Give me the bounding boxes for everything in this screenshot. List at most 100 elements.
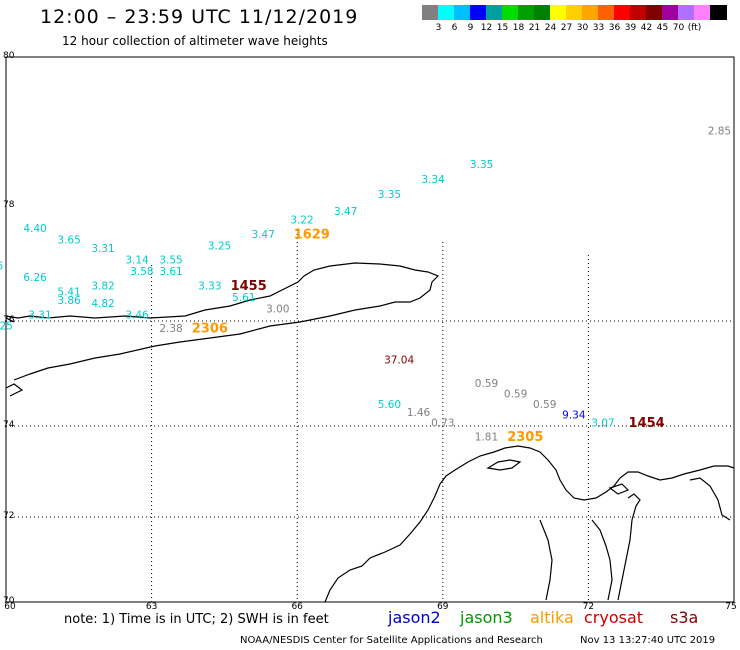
legend-label: 24 (544, 23, 557, 33)
legend-swatch (646, 5, 663, 20)
lat-label: 78 (3, 200, 15, 210)
legend-swatch (662, 5, 679, 20)
wave-height-label: 5.61 (232, 292, 255, 304)
wave-height-label: 9.34 (562, 410, 586, 422)
legend-label: 36 (608, 23, 621, 33)
legend-label: 18 (512, 23, 525, 33)
wave-height-label: 3.31 (91, 243, 114, 255)
lon-label: 69 (437, 602, 449, 612)
wave-height-label: 0.59 (504, 389, 527, 401)
legend-swatch (614, 5, 631, 20)
lat-label: 74 (3, 420, 15, 430)
map-frame (5, 56, 735, 603)
wave-height-label: 3.35 (378, 189, 401, 201)
page-title: 12:00 – 23:59 UTC 11/12/2019 (40, 6, 359, 28)
wave-height-label: 3.07 (591, 417, 614, 429)
wave-height-label: 0.59 (533, 399, 556, 411)
time-label: 2305 (507, 430, 543, 445)
color-legend: 3 6 9 12 15 18 21 24 27 30 33 36 39 42 45 70 (ft) (422, 5, 728, 35)
time-label: 2306 (192, 321, 228, 336)
wave-height-label: 4.40 (23, 223, 46, 235)
legend-swatch (518, 5, 535, 20)
wave-height-label: 3.86 (57, 295, 81, 307)
legend-swatch (710, 5, 727, 20)
wave-height-label: 1.46 (407, 407, 431, 419)
wave-height-label: 5.60 (378, 399, 401, 411)
wave-height-label: 3.31 (28, 309, 51, 321)
legend-swatch (598, 5, 615, 20)
wave-height-label: 1.81 (475, 431, 498, 443)
wave-height-label: 3.34 (421, 174, 445, 186)
graticule (6, 230, 734, 602)
wave-height-label: 3.22 (290, 214, 313, 226)
wave-height-label: 37.04 (384, 354, 414, 366)
wave-height-label: 3.33 (198, 281, 221, 293)
legend-swatch (630, 5, 647, 20)
lat-label: 80 (3, 51, 15, 61)
wave-height-label: 0.73 (431, 417, 454, 429)
wave-height-label: 5.41 (57, 286, 80, 298)
legend-swatch (486, 5, 503, 20)
legend-swatch (550, 5, 567, 20)
legend-label: 70 (672, 23, 685, 33)
legend-label: 39 (624, 23, 637, 33)
time-label: 1455 (231, 279, 267, 294)
satellite-cryosat: cryosat (584, 608, 644, 627)
legend-swatch (470, 5, 487, 20)
legend-label: 42 (640, 23, 653, 33)
legend-label: 9 (467, 23, 474, 33)
wave-height-label: 6.06 (0, 260, 3, 272)
wave-height-label: 3.25 (208, 240, 231, 252)
lat-label: 76 (3, 315, 15, 325)
wave-height-label: 3.61 (159, 266, 182, 278)
wave-height-label: 3.82 (91, 281, 114, 293)
legend-label: (ft) (687, 23, 702, 33)
legend-label: 15 (496, 23, 509, 33)
wave-height-label: 3.14 (125, 255, 149, 267)
satellite-s3a: s3a (670, 608, 699, 627)
legend-swatch (582, 5, 599, 20)
wave-height-label: 2.85 (708, 126, 731, 138)
lon-label: 75 (725, 602, 737, 612)
lon-label: 72 (582, 602, 595, 612)
satellite-jason2: jason2 (388, 608, 441, 627)
wave-height-label: 3.58 (130, 266, 153, 278)
legend-swatch (502, 5, 519, 20)
wave-height-label: 3.00 (266, 304, 289, 316)
lon-label: 66 (291, 602, 303, 612)
legend-swatch (454, 5, 471, 20)
lat-label: 70 (3, 596, 15, 606)
wave-height-label: 3.35 (470, 159, 493, 171)
wave-height-label: 6.26 (23, 272, 47, 284)
wave-height-values: 2.853.353.343.353.473.2216293.473.254.79… (0, 126, 731, 445)
legend-swatch (534, 5, 551, 20)
wave-height-label: 0.59 (475, 378, 498, 390)
legend-label: 45 (656, 23, 669, 33)
legend-swatch (678, 5, 695, 20)
footer-timestamp: Nov 13 13:27:40 UTC 2019 (580, 635, 716, 646)
time-label: 1454 (629, 416, 665, 431)
legend-label: 12 (480, 23, 493, 33)
wave-height-label: 3.65 (57, 235, 80, 247)
wave-height-label: 3.55 (159, 255, 182, 267)
legend-label: 30 (576, 23, 589, 33)
lat-label: 72 (3, 511, 15, 521)
legend-label: 3 (435, 23, 442, 33)
wave-height-label: 3.47 (334, 206, 357, 218)
legend-label: 6 (451, 23, 458, 33)
wave-height-label: 2.38 (159, 323, 182, 335)
footer-credit: NOAA/NESDIS Center for Satellite Applica… (240, 635, 543, 646)
lon-label: 60 (4, 602, 16, 612)
legend-label: 33 (592, 23, 605, 33)
wave-height-label: 3.25 (0, 320, 13, 332)
lon-label: 63 (145, 602, 158, 612)
legend-swatch (438, 5, 455, 20)
satellite-altika: altika (530, 608, 574, 627)
coastline (5, 262, 735, 603)
legend-swatch (422, 5, 439, 20)
legend-swatch (694, 5, 711, 20)
page-subtitle: 12 hour collection of altimeter wave hei… (62, 34, 328, 48)
wave-height-label: 3.46 (125, 309, 149, 321)
note-text: note: 1) Time is in UTC; 2) SWH is in fe… (64, 612, 329, 627)
